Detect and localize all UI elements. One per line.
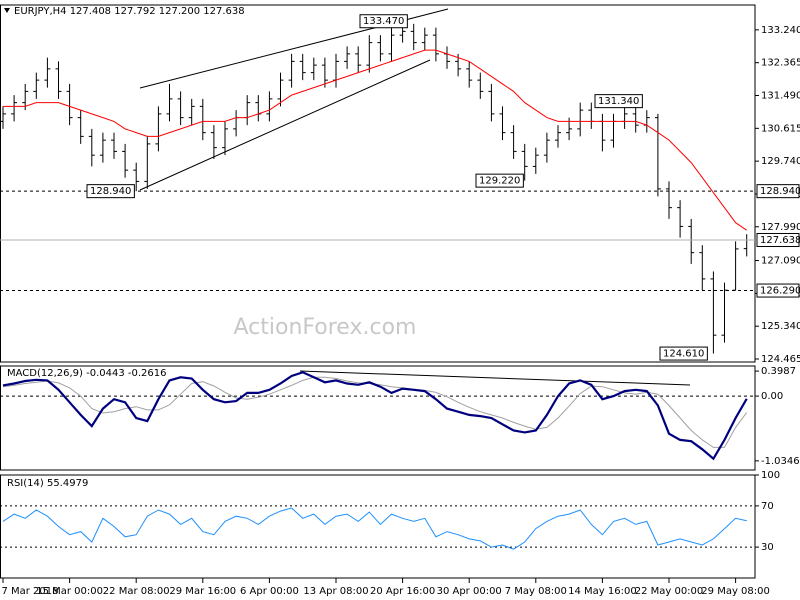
- x-tick-label: 13 Apr 08:00: [303, 586, 368, 597]
- price-annotation-text: 131.340: [598, 96, 639, 107]
- y-tick-label: 100: [761, 470, 780, 481]
- y-tick-label: 132.365: [761, 58, 800, 69]
- trend-line: [139, 59, 431, 191]
- level-label-text: 126.290: [760, 286, 800, 297]
- rsi-line: [2, 507, 747, 550]
- last-price-label: 127.638: [756, 232, 800, 247]
- level-label-box: [756, 283, 800, 298]
- price-annotation-box: [475, 173, 524, 188]
- y-tick-label: 0.00: [761, 391, 783, 402]
- last-price-label-text: 127.638: [760, 235, 800, 246]
- panel-frame: [0, 365, 756, 471]
- y-tick-label: -1.0346: [761, 456, 800, 467]
- price-annotation-text: 128.940: [90, 186, 131, 197]
- rsi-title: RSI(14) 55.4979: [7, 478, 88, 489]
- macd-line: [2, 371, 748, 461]
- x-tick-label: 20 Apr 16:00: [370, 586, 435, 597]
- price-annotation-box: [359, 14, 408, 29]
- y-tick-label: 129.740: [761, 156, 800, 167]
- x-tick-label: 30 Apr 00:00: [437, 586, 502, 597]
- x-tick-label: 6 Apr 00:00: [240, 586, 299, 597]
- y-tick-label: 125.340: [761, 321, 800, 332]
- x-tick-label: 22 Mar 08:00: [103, 586, 170, 597]
- price-annotation: 133.470: [359, 14, 408, 29]
- price-annotation-box: [659, 346, 708, 361]
- symbol-icon: [4, 8, 10, 13]
- x-tick-label: 22 May 00:00: [635, 586, 704, 597]
- y-tick-label: 127.090: [761, 256, 800, 267]
- watermark: ActionForex.com: [234, 315, 417, 340]
- x-tick-label: 7 Mar 2018: [1, 586, 58, 597]
- x-tick-label: 14 May 16:00: [568, 586, 637, 597]
- x-tick-label: 29 Mar 16:00: [169, 586, 236, 597]
- panel-frame: [0, 474, 756, 579]
- macd-title: MACD(12,26,9) -0.0443 -0.2616: [7, 368, 167, 379]
- level-label-text: 128.940: [760, 186, 800, 197]
- x-tick-label: 15 Mar 00:00: [36, 586, 103, 597]
- y-tick-label: 130.615: [761, 123, 800, 134]
- level-label: 128.940: [756, 184, 800, 199]
- y-tick-label: 127.990: [761, 222, 800, 233]
- price-annotation: 129.220: [475, 173, 524, 188]
- price-annotation-text: 124.610: [663, 349, 704, 360]
- y-tick-label: 124.465: [761, 354, 800, 365]
- level-label: 126.290: [756, 283, 800, 298]
- x-tick-label: 29 May 08:00: [701, 586, 770, 597]
- chart-title: EURJPY,H4 127.408 127.792 127.200 127.63…: [14, 6, 245, 17]
- price-annotation: 128.940: [86, 184, 135, 199]
- price-annotation-text: 133.470: [363, 16, 404, 27]
- price-annotation-box: [594, 94, 643, 109]
- y-tick-label: 0.3987: [761, 366, 796, 377]
- y-tick-label: 133.240: [761, 25, 800, 36]
- trend-line: [299, 370, 691, 386]
- moving-average: [3, 49, 747, 231]
- panel-frame: [0, 4, 756, 363]
- y-tick-label: 30: [761, 542, 774, 553]
- last-price-label-box: [756, 232, 800, 247]
- price-annotation: 124.610: [659, 346, 708, 361]
- price-annotation-box: [86, 184, 135, 199]
- y-tick-label: 70: [761, 501, 774, 512]
- level-label-box: [756, 184, 800, 199]
- price-annotation-text: 129.220: [479, 176, 520, 187]
- price-annotation: 131.340: [594, 94, 643, 109]
- x-tick-label: 7 May 08:00: [505, 586, 567, 597]
- y-tick-label: 131.490: [761, 91, 800, 102]
